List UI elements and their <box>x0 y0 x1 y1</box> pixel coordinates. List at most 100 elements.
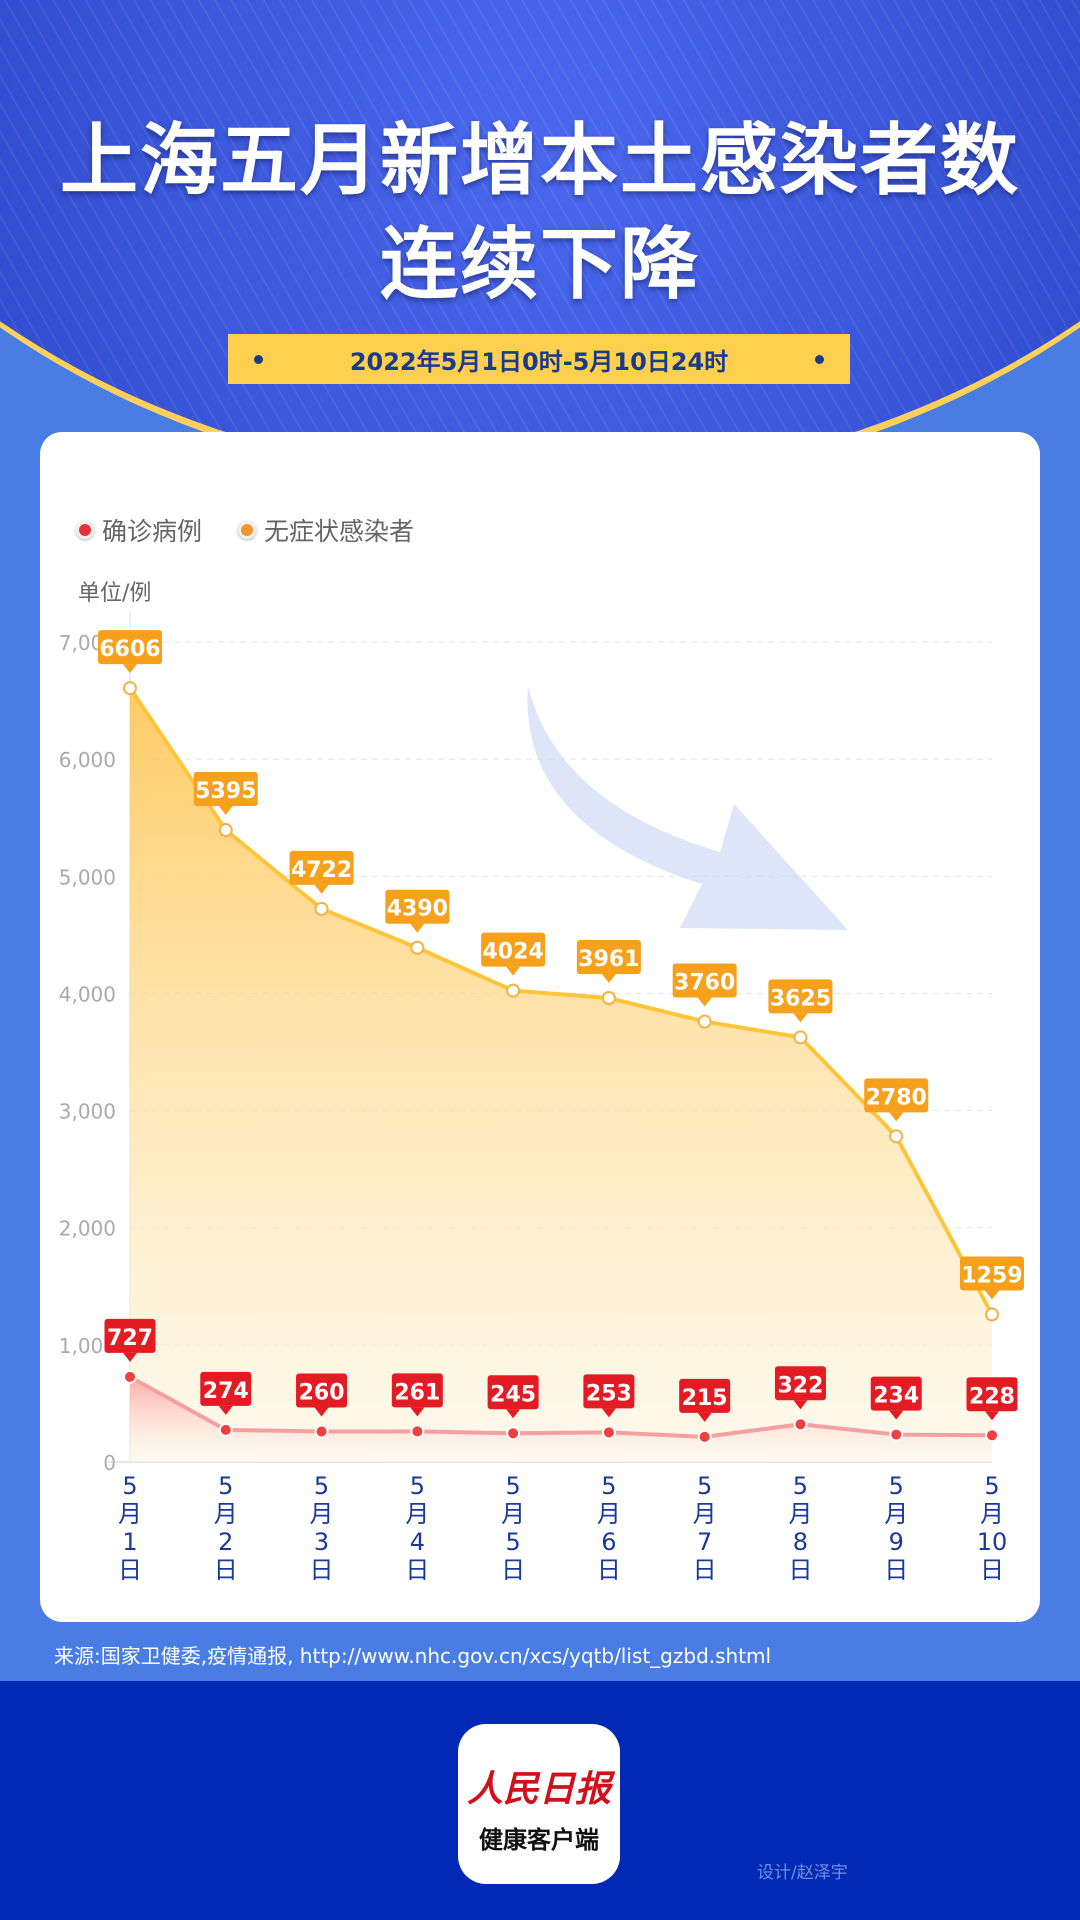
x-tick-label: 8 <box>793 1528 808 1556</box>
data-label: 3961 <box>578 947 639 972</box>
data-label-pointer <box>123 664 137 674</box>
data-label-box <box>774 1366 826 1401</box>
source-note: 来源:国家卫健委,疫情通报, http://www.nhc.gov.cn/xcs… <box>54 1644 772 1668</box>
data-label-box <box>391 1373 443 1408</box>
data-label-box <box>289 850 354 885</box>
data-label-pointer <box>218 1405 233 1415</box>
data-label-pointer <box>793 1013 808 1023</box>
data-label: 3760 <box>674 971 735 996</box>
x-tick-label: 日 <box>118 1556 142 1584</box>
data-point <box>410 1424 425 1439</box>
chart-card: 确诊病例 无症状感染者 单位/例 0 1,000 2,000 3,000 4,000 5,… <box>40 432 1040 1622</box>
data-label-box <box>104 1318 156 1353</box>
data-label-pointer <box>601 1408 616 1418</box>
data-point <box>314 1424 329 1439</box>
y-tick-label: 3,000 <box>59 1100 116 1124</box>
x-tick-label: 月 <box>788 1500 812 1528</box>
x-tick-label: 月 <box>214 1500 238 1528</box>
data-label-box <box>481 932 546 967</box>
x-tick-label: 2 <box>218 1528 233 1556</box>
data-label-box <box>679 1378 731 1413</box>
series-line <box>129 1375 993 1439</box>
x-tick-label: 日 <box>980 1556 1004 1584</box>
data-point <box>985 1307 999 1322</box>
data-label-pointer <box>793 1400 808 1410</box>
x-tick-label: 月 <box>310 1500 334 1528</box>
data-point <box>697 1429 712 1444</box>
data-label-box <box>98 630 162 665</box>
data-label: 260 <box>299 1381 345 1406</box>
data-point <box>506 983 521 998</box>
data-label-box <box>768 979 833 1014</box>
x-tick-label: 1 <box>122 1528 137 1556</box>
x-tick-label: 日 <box>405 1556 429 1584</box>
x-tick-label: 月 <box>405 1500 429 1528</box>
x-tick-label: 月 <box>118 1500 142 1528</box>
x-tick-label: 月 <box>597 1500 621 1528</box>
data-point <box>123 681 137 696</box>
data-label: 228 <box>969 1384 1015 1409</box>
data-label-box <box>870 1376 922 1411</box>
area-chart: 01,0002,0003,0004,0005,0006,0007,0005月1日… <box>59 612 1024 1584</box>
data-label-box <box>960 1256 1024 1291</box>
data-label: 253 <box>586 1381 632 1406</box>
data-label-pointer <box>601 973 616 983</box>
data-label: 261 <box>394 1380 440 1405</box>
data-label: 5395 <box>195 779 256 804</box>
data-label-box <box>487 1375 539 1410</box>
x-tick-label: 月 <box>501 1500 525 1528</box>
data-point <box>601 990 616 1005</box>
data-label-box <box>672 963 737 998</box>
x-tick-label: 日 <box>693 1556 717 1584</box>
decorative-down-arrow <box>527 686 848 930</box>
data-label-pointer <box>506 966 521 976</box>
designer-credit: 设计/赵泽宇 <box>757 1863 848 1883</box>
x-tick-label: 日 <box>214 1556 238 1584</box>
data-point <box>793 1030 808 1045</box>
data-label-box <box>576 939 641 974</box>
x-tick-label: 4 <box>410 1528 425 1556</box>
data-label-pointer <box>410 1407 425 1417</box>
data-label: 2780 <box>866 1085 927 1110</box>
data-label-pointer <box>889 1112 904 1122</box>
data-label: 1259 <box>961 1264 1022 1289</box>
data-label: 234 <box>873 1384 919 1409</box>
data-label: 245 <box>490 1382 536 1407</box>
y-tick-label: 2,000 <box>59 1217 116 1241</box>
y-tick-label: 5,000 <box>59 865 116 889</box>
dot-icon <box>254 355 263 364</box>
legend-label: 确诊病例 <box>102 517 203 546</box>
data-label: 6606 <box>99 637 160 662</box>
x-tick-label: 月 <box>980 1500 1004 1528</box>
x-tick-label: 5 <box>505 1528 520 1556</box>
data-label: 215 <box>682 1386 728 1411</box>
data-label: 322 <box>777 1373 823 1398</box>
x-tick-label: 日 <box>788 1556 812 1584</box>
data-label-box <box>583 1374 635 1409</box>
data-label: 4722 <box>291 858 352 883</box>
y-tick-label: 4,000 <box>59 982 116 1006</box>
legend-item-asymptomatic: 无症状感染者 <box>238 512 414 548</box>
data-point <box>506 1426 521 1441</box>
x-tick-label: 月 <box>884 1500 908 1528</box>
data-label: 3625 <box>770 986 831 1011</box>
x-tick-label: 5 <box>122 1472 137 1500</box>
x-tick-label: 5 <box>697 1472 712 1500</box>
x-tick-label: 日 <box>597 1556 621 1584</box>
x-tick-label: 5 <box>505 1472 520 1500</box>
data-label-box <box>966 1377 1018 1412</box>
red-dot-icon <box>76 521 94 539</box>
data-label-box <box>193 772 258 807</box>
unit-label: 单位/例 <box>78 581 152 606</box>
x-tick-label: 5 <box>984 1472 999 1500</box>
x-tick-label: 5 <box>314 1472 329 1500</box>
x-tick-label: 10 <box>977 1528 1008 1556</box>
data-label-box <box>200 1371 252 1406</box>
x-tick-label: 5 <box>793 1472 808 1500</box>
data-label: 274 <box>203 1379 249 1404</box>
x-tick-label: 日 <box>310 1556 334 1584</box>
title-line-1: 上海五月新增本土感染者数 <box>59 116 1020 206</box>
data-label-pointer <box>314 1407 329 1417</box>
data-label-pointer <box>218 806 233 816</box>
data-point <box>410 940 425 955</box>
